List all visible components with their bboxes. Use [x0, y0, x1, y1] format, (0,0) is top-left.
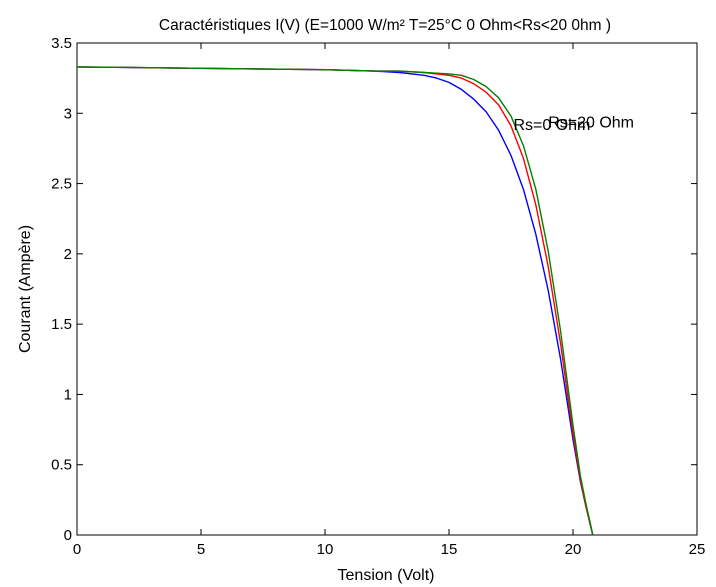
x-tick-label: 0: [73, 541, 81, 558]
x-axis-title: Tension (Volt): [338, 567, 435, 584]
x-tick-label: 5: [197, 541, 205, 558]
x-tick-label: 20: [565, 541, 582, 558]
axis-ticks: 0 5 10 15 20 25 0 0.5 1 1.5 2 2.5 3 3.5: [51, 35, 705, 558]
chart-title: Caractéristiques I(V) (E=1000 W/m² T=25°…: [159, 17, 611, 34]
y-tick-label: 0.5: [51, 457, 72, 474]
x-tick-label: 15: [441, 541, 458, 558]
series-line-2: [76, 66, 594, 536]
x-tick-label: 10: [317, 541, 334, 558]
series-layer: [76, 66, 594, 536]
y-tick-label: 3: [64, 105, 72, 122]
y-tick-label: 2.5: [51, 176, 72, 193]
plot-area-frame: [76, 42, 698, 536]
y-axis-title: Courant (Ampère): [17, 225, 34, 353]
y-tick-label: 3.5: [51, 35, 72, 52]
curve-annotation: Rs=20 Ohm: [548, 114, 634, 131]
y-tick-label: 1.5: [51, 316, 72, 333]
y-tick-label: 1: [64, 386, 72, 403]
curve-annotation: Rs=0 Ohm: [513, 117, 590, 134]
y-tick-label: 2: [64, 246, 72, 263]
x-tick-label: 25: [689, 541, 706, 558]
y-tick-label: 0: [64, 527, 72, 544]
